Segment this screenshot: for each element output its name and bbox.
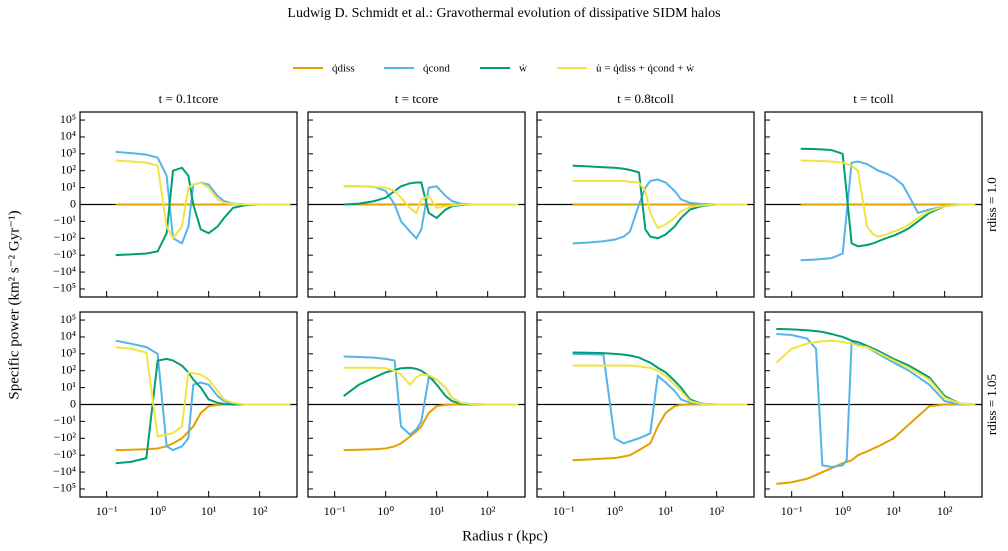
x-tick-label: 10⁰ [606,504,623,518]
x-tick-label: 10⁻¹ [96,504,118,518]
series-line [572,178,748,245]
x-tick-label: 10⁰ [149,504,166,518]
row-label: rdiss = 1.05 [984,374,999,435]
y-tick-label: −10³ [54,247,77,261]
row-label: rdiss = 1.0 [984,177,999,232]
x-tick-label: 10⁻¹ [781,504,803,518]
legend-label: ẇ [519,63,527,75]
y-tick-label: −10⁴ [53,464,76,478]
x-tick-label: 10² [709,504,725,518]
series-line [343,403,519,452]
x-tick-label: 10¹ [429,504,445,518]
series-line [115,166,291,257]
x-tick-label: 10¹ [658,504,674,518]
x-tick-label: 10² [937,504,953,518]
y-tick-label: 10¹ [60,379,76,393]
series-line [776,327,976,406]
legend-label: q̇diss [332,63,355,75]
y-tick-label: −10³ [54,447,77,461]
series-line [115,159,291,241]
x-tick-label: 10⁻¹ [324,504,346,518]
series-line [800,160,976,262]
y-tick-label: −10⁴ [53,264,76,278]
panel-title: t = 0.1tcore [159,91,219,106]
y-tick-label: −10¹ [54,213,77,227]
y-tick-label: 0 [70,396,76,410]
y-tick-label: 10² [60,162,76,176]
series-line [115,346,291,438]
y-tick-label: 10⁵ [60,312,76,326]
x-tick-label: 10¹ [886,504,902,518]
y-tick-label: −10⁵ [53,281,76,295]
series-line [343,366,519,406]
y-tick-label: −10¹ [54,413,77,427]
legend-label: q̇cond [423,63,450,75]
y-tick-label: −10⁵ [53,481,76,495]
series-line [776,332,976,468]
x-axis-label: Radius r (kpc) [462,528,548,544]
y-tick-label: −10² [54,430,77,444]
series-line [800,159,976,238]
x-tick-label: 10² [252,504,268,518]
legend-label: u̇ = q̇diss + q̇cond + ẇ [596,63,694,75]
y-tick-label: 10¹ [60,179,76,193]
y-axis-label: Specific power (km² s⁻² Gyr⁻¹) [6,210,22,399]
y-tick-label: 10⁴ [60,129,76,143]
series-line [115,403,291,452]
series-line [775,339,976,406]
y-tick-label: 10⁵ [60,112,76,126]
series-line [343,185,519,215]
y-tick-label: 10⁴ [60,329,76,343]
x-tick-label: 10⁰ [377,504,394,518]
x-tick-label: 10¹ [201,504,217,518]
page-header: Ludwig D. Schmidt et al.: Gravothermal e… [287,6,720,21]
y-tick-label: −10² [54,230,77,244]
series-line [572,179,748,230]
panel-title: t = 0.8tcoll [617,91,674,106]
series-line [572,364,748,406]
x-tick-label: 10² [480,504,496,518]
y-tick-label: 10² [60,362,76,376]
series-line [776,403,976,485]
panel-title: t = tcore [395,91,439,106]
series-line [572,352,748,445]
y-tick-label: 10³ [60,146,76,160]
series-line [115,339,291,452]
panel-title: t = tcoll [853,91,894,106]
x-tick-label: 10⁻¹ [553,504,575,518]
series-line [572,403,748,462]
y-tick-label: 0 [70,196,76,210]
y-tick-label: 10³ [60,346,76,360]
series-line [800,147,976,248]
series-line [343,366,519,406]
series-line [343,185,519,240]
x-tick-label: 10⁰ [834,504,851,518]
